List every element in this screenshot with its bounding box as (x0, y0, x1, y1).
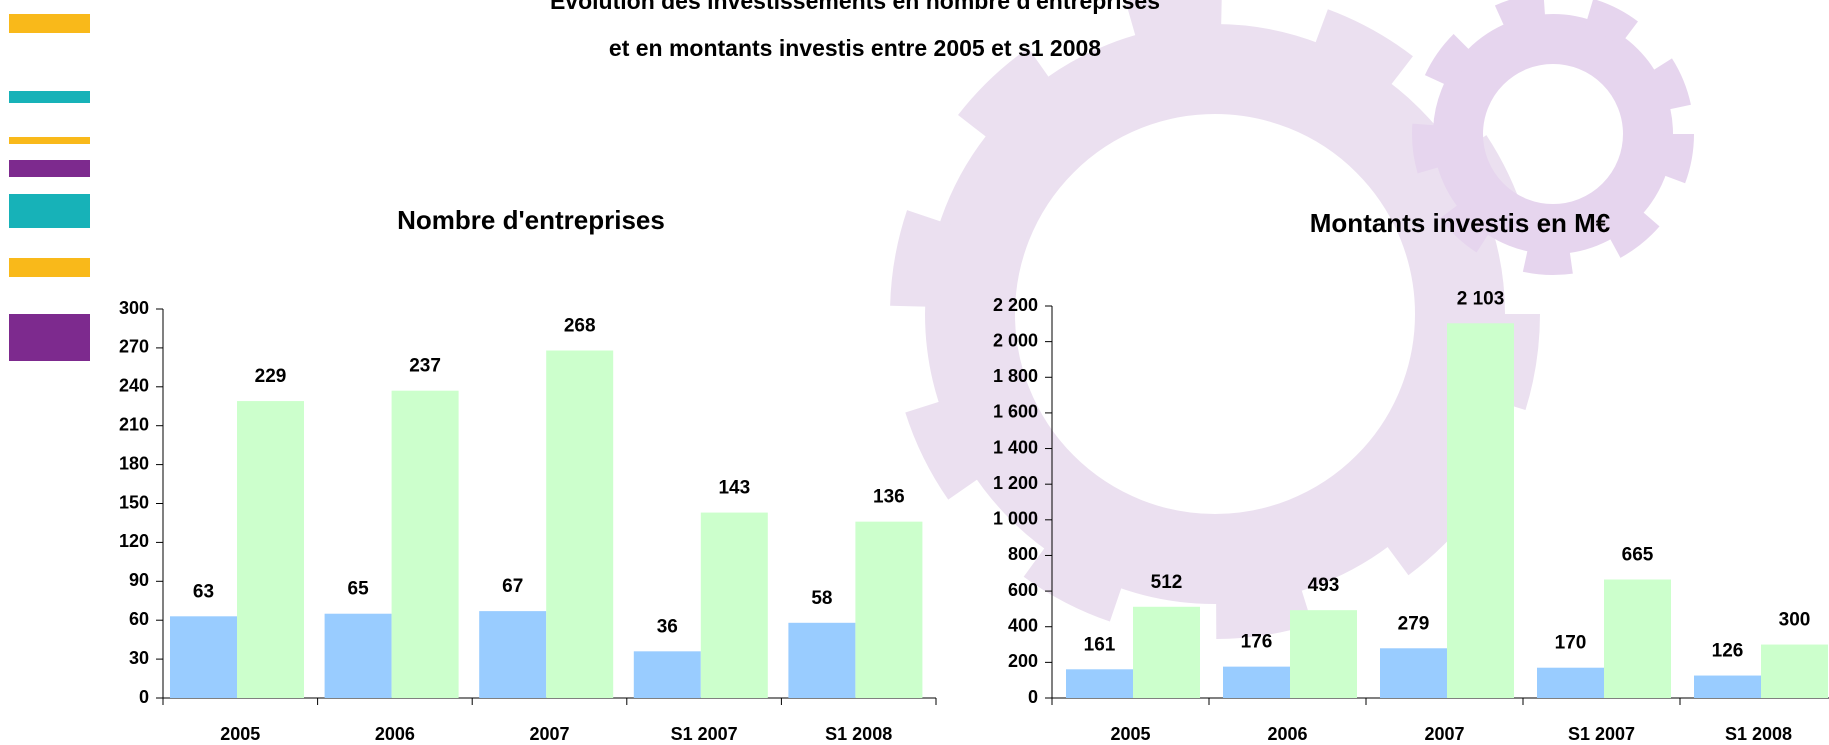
bar (701, 513, 768, 698)
chart-title: Nombre d'entreprises (397, 205, 665, 235)
y-tick-label: 30 (129, 648, 149, 668)
data-label: 170 (1555, 633, 1587, 654)
data-label: 300 (1779, 610, 1811, 631)
bar (1761, 645, 1828, 698)
y-tick-label: 120 (119, 531, 149, 551)
bar (1694, 676, 1761, 698)
y-tick-label: 1 200 (993, 473, 1038, 493)
bar (237, 401, 304, 698)
data-label: 65 (348, 579, 370, 600)
y-tick-label: 210 (119, 414, 149, 434)
y-tick-label: 0 (1028, 687, 1038, 707)
x-tick-label: S1 2008 (1725, 724, 1792, 744)
x-tick-label: 2005 (220, 724, 260, 744)
x-tick-label: S1 2007 (1568, 724, 1635, 744)
y-tick-label: 1 400 (993, 437, 1038, 457)
page-title: et en montants investis entre 2005 et s1… (609, 35, 1101, 61)
deco-bar (9, 258, 90, 277)
page: Evolution des investissements en nombre … (0, 0, 1829, 745)
data-label: 2 103 (1457, 288, 1505, 309)
side-decoration (9, 14, 90, 361)
y-tick-label: 60 (129, 609, 149, 629)
y-tick-label: 270 (119, 337, 149, 357)
y-tick-label: 90 (129, 570, 149, 590)
deco-bar (9, 137, 90, 144)
bar (1290, 610, 1357, 698)
data-label: 176 (1241, 632, 1273, 653)
y-tick-label: 2 000 (993, 330, 1038, 350)
data-label: 143 (718, 478, 750, 499)
y-tick-label: 240 (119, 376, 149, 396)
bar (1447, 323, 1514, 698)
data-label: 279 (1398, 613, 1430, 634)
data-label: 67 (502, 576, 523, 597)
deco-bar (9, 314, 90, 361)
bar (788, 623, 855, 698)
bar (325, 614, 392, 698)
y-tick-label: 180 (119, 453, 149, 473)
bar (1223, 667, 1290, 698)
bar (1604, 580, 1671, 698)
deco-bar (9, 91, 90, 103)
bar (855, 522, 922, 698)
y-tick-label: 1 600 (993, 402, 1038, 422)
bar (1537, 668, 1604, 698)
y-tick-label: 1 000 (993, 509, 1038, 529)
x-tick-label: S1 2008 (825, 724, 892, 744)
x-tick-label: 2007 (1424, 724, 1464, 744)
data-label: 63 (193, 581, 214, 602)
x-tick-label: 2006 (1267, 724, 1307, 744)
x-tick-label: S1 2007 (671, 724, 738, 744)
data-label: 58 (811, 588, 832, 609)
y-tick-label: 300 (119, 298, 149, 318)
x-tick-label: 2006 (375, 724, 415, 744)
y-tick-label: 2 200 (993, 295, 1038, 315)
bar (1066, 669, 1133, 698)
data-label: 512 (1151, 572, 1183, 593)
y-tick-label: 800 (1008, 544, 1038, 564)
bar (170, 616, 237, 698)
data-label: 126 (1712, 641, 1744, 662)
deco-bar (9, 194, 90, 228)
gear-ring (970, 69, 1460, 559)
data-label: 237 (409, 356, 441, 377)
data-label: 136 (873, 487, 905, 508)
y-tick-label: 200 (1008, 651, 1038, 671)
data-label: 36 (657, 616, 678, 637)
bar (392, 391, 459, 698)
bar (479, 611, 546, 698)
bar (634, 651, 701, 698)
data-label: 665 (1622, 545, 1654, 566)
data-label: 161 (1084, 634, 1116, 655)
bar (546, 350, 613, 698)
deco-bar (9, 14, 90, 33)
bar (1380, 648, 1447, 698)
data-label: 229 (255, 366, 287, 387)
x-tick-label: 2005 (1110, 724, 1150, 744)
y-tick-label: 600 (1008, 580, 1038, 600)
bar (1133, 607, 1200, 698)
x-tick-label: 2007 (529, 724, 569, 744)
deco-bar (9, 160, 90, 177)
y-tick-label: 400 (1008, 615, 1038, 635)
y-tick-label: 1 800 (993, 366, 1038, 386)
chart-title: Montants investis en M€ (1310, 208, 1611, 238)
page-title: Evolution des investissements en nombre … (550, 0, 1160, 14)
chart-page: Evolution des investissements en nombre … (0, 0, 1829, 745)
y-tick-label: 0 (139, 687, 149, 707)
y-tick-label: 150 (119, 492, 149, 512)
data-label: 268 (564, 316, 596, 337)
gear-ring (1458, 39, 1648, 229)
data-label: 493 (1308, 575, 1340, 596)
